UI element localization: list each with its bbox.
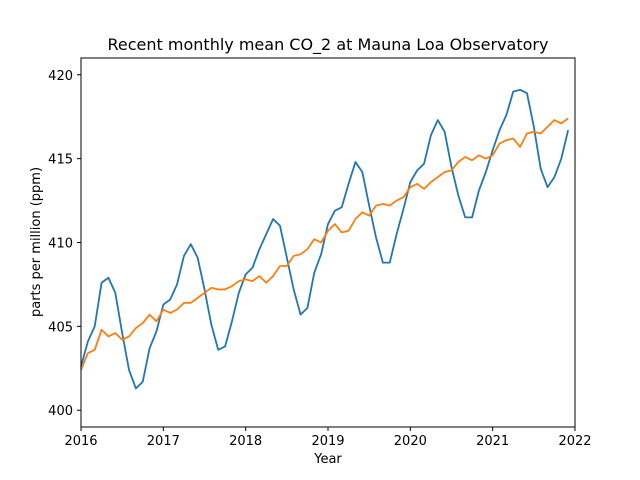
x-axis-label: Year bbox=[313, 452, 342, 467]
series-line-2 bbox=[80, 117, 569, 371]
y-tick-label: 400 bbox=[48, 404, 73, 419]
x-tick-label: 2020 bbox=[394, 434, 427, 449]
x-tick-label: 2019 bbox=[311, 434, 344, 449]
x-tick-label: 2017 bbox=[147, 434, 180, 449]
x-tick-label: 2018 bbox=[229, 434, 262, 449]
plot-frame bbox=[80, 57, 576, 428]
y-tick-label: 405 bbox=[48, 320, 73, 335]
chart-title: Recent monthly mean CO_2 at Mauna Loa Ob… bbox=[108, 35, 549, 55]
y-tick-label: 410 bbox=[48, 237, 73, 252]
x-tick-label: 2016 bbox=[64, 434, 97, 449]
y-tick-label: 420 bbox=[48, 69, 73, 84]
y-tick-label: 415 bbox=[48, 153, 73, 168]
x-tick-label: 2022 bbox=[558, 434, 591, 449]
ticks-layer: 2016 2017 2018 2019 2020 2021 2022 400 405 410 415… bbox=[48, 69, 591, 449]
series-layer bbox=[80, 88, 570, 390]
x-tick-label: 2021 bbox=[476, 434, 509, 449]
series-line-1 bbox=[80, 88, 570, 390]
y-axis-label: parts per million (ppm) bbox=[29, 167, 44, 317]
